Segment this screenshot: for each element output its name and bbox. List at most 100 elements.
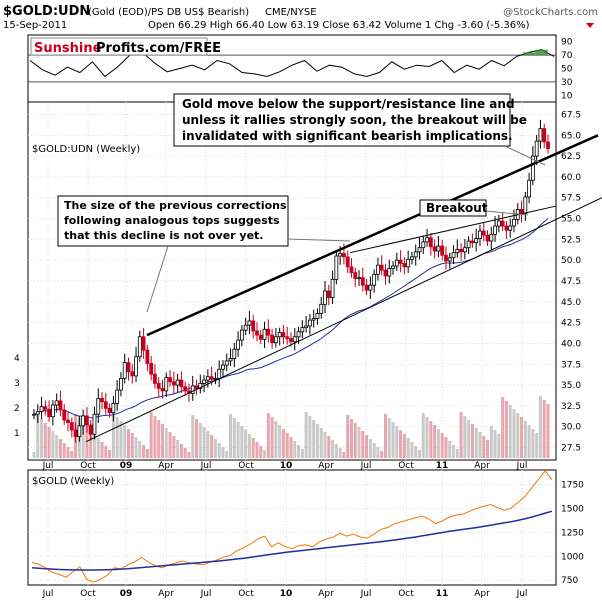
volume-bar [255,442,259,458]
price-bar-body [130,371,135,377]
volume-bar [493,430,497,458]
price-bar-body [149,363,154,375]
price-bar-body [466,240,471,249]
price-bar-body [243,324,248,331]
price-tick-label: 40.0 [561,339,581,349]
price-bar-body [462,247,467,253]
breakout-trendline [349,205,557,254]
price-bar-body [209,376,214,380]
volume-bar [81,422,85,458]
volume-bar [486,440,490,458]
volume-bar [92,434,96,458]
price-bar-body [357,277,361,280]
x-tick-label: 11 [436,461,449,471]
volume-bar [342,452,346,458]
price-bar-body [232,348,237,359]
gold-x-tick-label: 10 [280,589,293,599]
price-bar-body [307,319,312,327]
callout-top-box [173,93,511,147]
gold-tick-label: 1500 [561,504,584,514]
price-bar-body [224,360,229,366]
volume-bar [429,421,433,458]
price-tick-label: 35.0 [561,381,581,391]
volume-bar [357,427,361,458]
breakout-pointer [485,210,529,216]
volume-bar [96,438,100,458]
volume-bar [225,451,229,458]
price-bar-body [168,377,172,383]
price-bar-body [205,376,210,381]
volume-bar [455,449,459,458]
volume-bar [213,439,217,458]
rsi-tick-label: 10 [561,91,573,101]
volume-bar [123,425,127,458]
volume-bar [126,429,130,458]
volume-bar [338,448,342,458]
rsi-line [29,49,555,78]
x-tick-label: Apr [158,461,174,471]
price-bar-body [534,140,539,157]
price-panel-title: $GOLD:UDN (Weekly) [32,144,140,155]
price-bar-body [126,362,131,373]
price-tick-label: 67.5 [561,110,581,120]
price-bar-body [542,128,547,143]
volume-bar [32,452,36,458]
price-bar-body [289,338,293,343]
price-bar-body [58,400,63,411]
rsi-tick-label: 30 [561,78,573,88]
price-bar-body [345,256,350,268]
price-bar-body [255,330,259,336]
price-bar-body [85,415,89,426]
price-bar-body [145,349,150,364]
volume-bar [516,413,520,458]
volume-bar [489,426,493,458]
price-bar-body [383,269,388,277]
price-bar-body [273,336,278,344]
volume-bar [410,442,414,458]
price-tick-label: 65.0 [561,131,581,141]
volume-bar [266,413,270,458]
volume-bar [331,440,335,458]
volume-bar [334,444,338,458]
price-bar-body [247,320,252,326]
x-tick-label: 10 [280,461,293,471]
price-bar-body [304,325,309,329]
volume-bar [467,420,471,458]
price-bar-body [137,336,142,358]
volume-bar [168,432,172,458]
price-bar-body [444,254,448,262]
breakout-box [419,199,487,217]
price-bar-body [326,290,331,299]
volume-bar [523,421,527,458]
volume-bar [232,418,236,458]
gold-tick-label: 1250 [561,528,584,538]
volume-bar [376,447,380,458]
price-bar-body [103,401,108,409]
rsi-tick-label: 70 [561,51,573,61]
price-bar-body [489,233,494,242]
volume-bar [391,422,395,458]
price-tick-label: 45.0 [561,298,581,308]
callout-top-pointer [504,145,546,166]
price-tick-label: 55.0 [561,215,581,225]
volume-bar [145,449,149,458]
price-bar-body [77,425,82,438]
price-bar-body [387,268,392,277]
volume-bar [440,433,444,458]
volume-bar [535,433,539,458]
volume-bar [508,405,512,458]
volume-bar [504,401,508,458]
logo-profits: Profits.com/FREE [96,41,221,56]
price-bar-body [425,237,429,243]
volume-bar [134,437,138,458]
gold-tick-label: 1000 [561,552,584,562]
volume-bar [452,445,456,458]
volume-bar [304,412,308,458]
volume-bar [183,448,187,458]
price-bar-body [270,334,275,344]
price-bar-body [190,385,195,394]
volume-bar [361,431,365,458]
price-bar-body [122,362,127,379]
volume-bar [497,434,501,458]
price-bar-body [107,407,112,413]
